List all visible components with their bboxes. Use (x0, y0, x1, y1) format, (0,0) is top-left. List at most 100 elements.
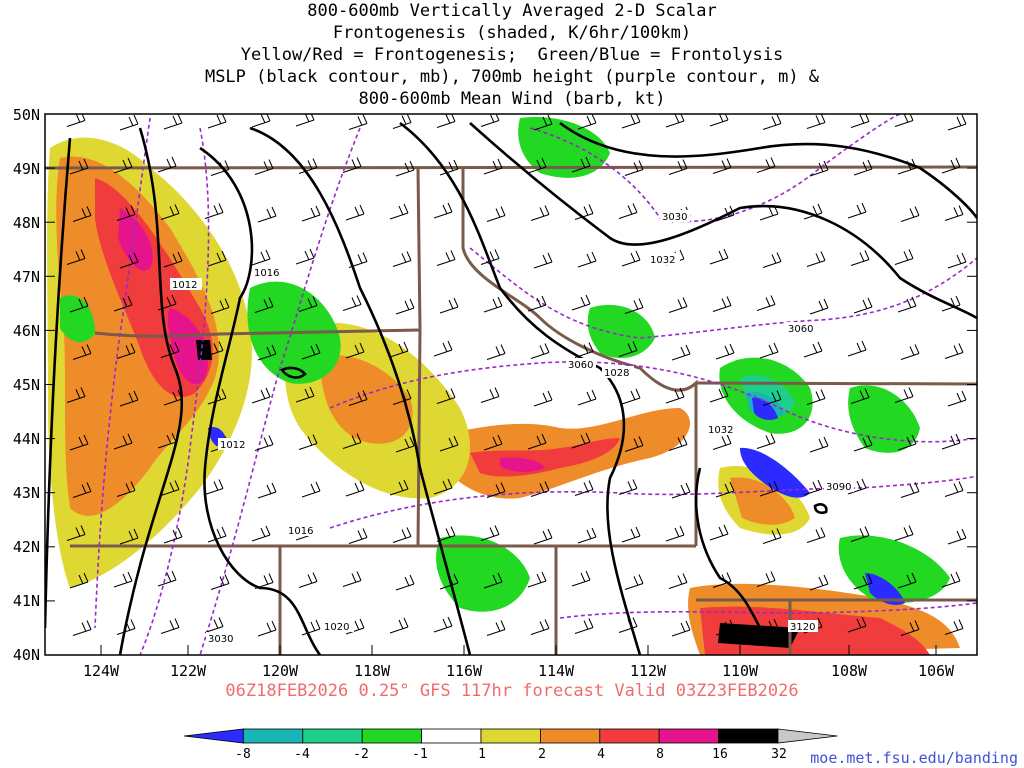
wind-barb (301, 343, 321, 360)
wind-barb (389, 203, 409, 220)
colorbar-label: 32 (771, 747, 787, 762)
wind-barb (621, 250, 641, 267)
wind-barb (433, 340, 453, 357)
wind-barb (72, 482, 92, 498)
wind-barb (254, 573, 274, 589)
wind-barb (897, 158, 917, 175)
wind-barb (160, 618, 180, 634)
wind-barb (395, 574, 415, 591)
wind-barb (119, 390, 139, 407)
wind-barb (204, 203, 224, 219)
height-label-text: 3060 (788, 324, 813, 335)
wind-barb (759, 618, 779, 635)
wind-barb (204, 479, 224, 495)
wind-barb (709, 248, 729, 265)
isobar (45, 137, 72, 629)
wind-barb (715, 619, 735, 636)
wind-barb (301, 205, 321, 222)
wind-barb (574, 480, 594, 496)
border-49n (45, 165, 977, 170)
wind-barb (668, 573, 688, 589)
wind-barb (157, 156, 177, 173)
wind-barb (618, 479, 638, 495)
wind-barb (897, 296, 917, 313)
wind-barb (392, 251, 412, 267)
colorbar-label: -1 (412, 747, 428, 762)
wind-barb (850, 250, 870, 266)
frontogenesis-shading (47, 117, 960, 655)
wind-barb (900, 206, 920, 222)
wind-barb (254, 435, 274, 451)
wind-barb (756, 157, 776, 173)
wind-barb (806, 251, 826, 267)
wind-barb (533, 114, 553, 131)
wind-barb (113, 295, 133, 312)
wind-barb (947, 252, 967, 269)
wind-barb (207, 388, 227, 405)
contour-labels: 1012 1016 1012 1016 1020 1028 1032 1032 … (170, 210, 854, 645)
wind-barb (207, 250, 227, 267)
colorbar-cell (658, 728, 720, 744)
title-line-5: 800-600mb Mean Wind (barb, kt) (358, 89, 666, 109)
frontogenesis-map: 1012 1016 1012 1016 1020 1028 1032 1032 … (13, 108, 978, 680)
mslp-contours (45, 121, 977, 655)
wind-barb (392, 389, 412, 405)
wind-barb (392, 527, 412, 543)
wind-barb (119, 114, 139, 131)
lat-label: 41N (13, 592, 40, 610)
frontolysis-area (752, 397, 778, 421)
wind-barb (712, 158, 732, 174)
wind-barb (116, 205, 136, 221)
wind-barb (298, 572, 318, 588)
wind-barb (715, 343, 735, 360)
lat-label: 47N (13, 268, 40, 286)
credit-url[interactable]: moe.met.fsu.edu/banding (810, 749, 1018, 767)
wind-barb (530, 205, 550, 221)
mslp-label-text: 1032 (708, 425, 733, 436)
title-line-1: 800-600mb Vertically Averaged 2-D Scalar (307, 1, 717, 21)
wind-barb (483, 572, 503, 589)
wind-barb (160, 342, 180, 358)
wind-barb (116, 619, 136, 635)
frontogenesis-area (118, 208, 209, 385)
wind-barb (480, 114, 500, 127)
wind-barb (574, 342, 594, 358)
wind-barb (665, 114, 685, 128)
wind-barb (486, 620, 506, 636)
wind-barb (533, 528, 553, 545)
wind-barb (941, 433, 961, 450)
height-contour (94, 117, 151, 629)
wind-barb (348, 252, 368, 268)
colorbar-label: -2 (353, 747, 369, 762)
wind-barb (72, 206, 92, 222)
wind-barb (894, 525, 914, 541)
frontolysis-area (436, 535, 530, 612)
frontolysis-area (740, 447, 810, 498)
wind-barb (113, 157, 133, 174)
wind-barb (204, 341, 224, 357)
wind-barb (486, 206, 506, 222)
isobar (199, 146, 322, 655)
wind-barb (116, 343, 136, 359)
mslp-label: 1016 (286, 524, 318, 537)
wind-barb (671, 482, 691, 499)
wind-barb (850, 388, 870, 404)
wind-barb (301, 619, 321, 636)
wind-barb (665, 387, 685, 404)
wind-barb (947, 390, 967, 407)
border-id-mt (461, 168, 698, 546)
lon-label: 118W (354, 662, 391, 680)
wind-barb (348, 390, 368, 406)
wind-barb (847, 478, 867, 495)
frontolysis-area (518, 117, 610, 178)
lon-label: 106W (918, 662, 955, 680)
wind-barb (251, 387, 271, 404)
frontogenesis-area (718, 623, 800, 648)
wind-barb (113, 433, 133, 450)
wind-barb (345, 618, 365, 635)
wind-barb (803, 341, 823, 358)
wind-barb (530, 619, 550, 635)
title-line-4: MSLP (black contour, mb), 700mb height (… (204, 67, 820, 87)
height-label: 3060 (566, 358, 596, 371)
colorbar-cell (361, 728, 422, 744)
